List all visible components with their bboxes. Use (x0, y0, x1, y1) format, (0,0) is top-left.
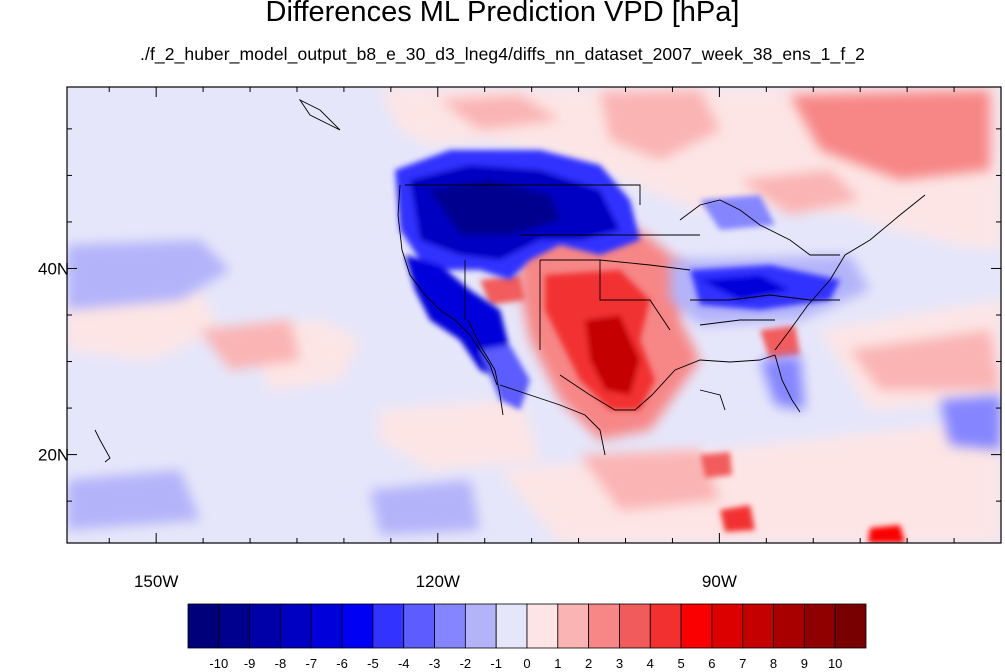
anomaly-field-strong-positive (480, 270, 905, 543)
colorbar-label: -3 (429, 656, 441, 671)
axis-tick-labels: 150W 120W 90W 40N 20N (38, 259, 737, 591)
colorbar-label: -4 (398, 656, 410, 671)
colorbar-swatch (218, 603, 251, 649)
lat-tick-label: 20N (38, 446, 69, 465)
colorbar-swatch (803, 603, 836, 649)
lon-tick-label: 120W (416, 572, 460, 591)
lon-tick-label: 150W (134, 572, 178, 591)
colorbar-label: 2 (585, 656, 592, 671)
map-title: Differences ML Prediction VPD [hPa] (265, 0, 740, 28)
colorbar-swatch (372, 603, 405, 649)
colorbar-label: 3 (616, 656, 623, 671)
colorbar-swatch (434, 603, 466, 649)
colorbar-label: 9 (801, 656, 808, 671)
colorbar-swatch (619, 603, 651, 649)
colorbar-swatch (680, 603, 713, 649)
colorbar-swatch (588, 603, 620, 649)
colorbar-label: -6 (336, 656, 348, 671)
colorbar-label: 1 (554, 656, 561, 671)
colorbar-swatch (649, 603, 682, 649)
colorbar-label: -2 (460, 656, 472, 671)
map-subtitle: ./f_2_huber_model_output_b8_e_30_d3_lneg… (140, 44, 865, 64)
colorbar-swatch (280, 603, 312, 649)
colorbar-swatch (403, 603, 435, 649)
colorbar-swatch (742, 603, 774, 649)
colorbar-label: 10 (828, 656, 842, 671)
colorbar-swatch (526, 603, 559, 649)
colorbar-label: -9 (244, 656, 256, 671)
colorbar-swatch (187, 603, 220, 649)
colorbar-label: -5 (367, 656, 379, 671)
colorbar-swatch (834, 603, 867, 649)
colorbar-label: -8 (275, 656, 287, 671)
colorbar-swatch (711, 603, 744, 649)
colorbar-label: 0 (523, 656, 530, 671)
coastlines (94, 98, 926, 463)
map-field (67, 87, 1001, 543)
colorbar-label: 7 (739, 656, 746, 671)
colorbar-label: -7 (305, 656, 317, 671)
colorbar-label: -1 (490, 656, 502, 671)
lat-tick-label: 40N (38, 259, 69, 278)
anomaly-field-negative-light (67, 240, 1001, 535)
colorbar-swatch (341, 603, 374, 649)
colorbar-label: 8 (770, 656, 777, 671)
colorbar-label: 5 (677, 656, 684, 671)
colorbar-label: -10 (209, 656, 228, 671)
lon-tick-label: 90W (702, 572, 737, 591)
colorbar-label: 6 (708, 656, 715, 671)
axis-ticks (67, 87, 1001, 543)
colorbar: -10 -9 -8 -7 -6 -5 -4 -3 -2 -1 0 1 2 3 4 5 6 7 8 9 10 (187, 603, 867, 671)
colorbar-swatch (310, 603, 343, 649)
colorbar-swatch (773, 603, 805, 649)
colorbar-swatch (464, 603, 497, 649)
colorbar-swatch (557, 603, 590, 649)
colorbar-swatch (495, 603, 528, 649)
colorbar-swatch (249, 603, 281, 649)
colorbar-label: 4 (647, 656, 654, 671)
